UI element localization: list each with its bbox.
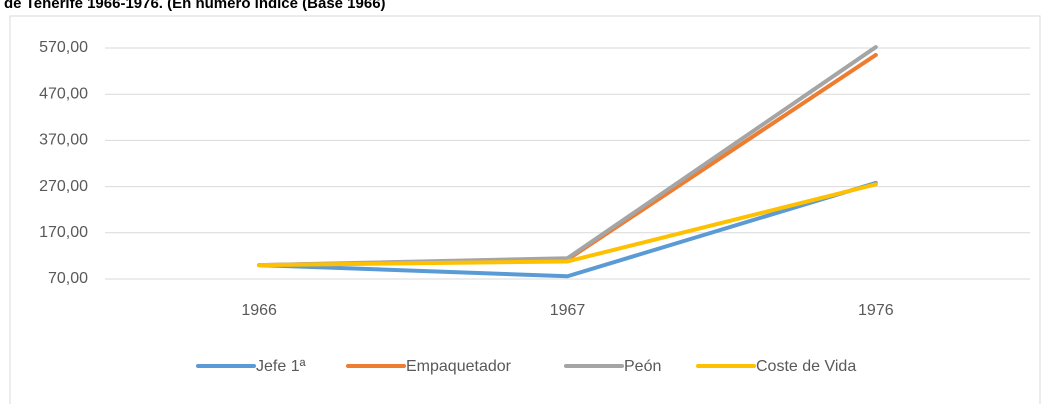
- y-tick-label: 70,00: [48, 270, 88, 287]
- series-line: [257, 182, 878, 268]
- legend-label: Coste de Vida: [756, 358, 856, 375]
- y-tick-label: 470,00: [39, 85, 88, 102]
- legend-label: Jefe 1ª: [256, 358, 306, 375]
- y-tick-label: 570,00: [39, 39, 88, 56]
- y-tick-label: 270,00: [39, 178, 88, 195]
- legend-label: Peón: [624, 358, 661, 375]
- y-tick-label: 170,00: [39, 224, 88, 241]
- chart-frame: [9, 15, 1041, 409]
- x-tick-label: 1976: [858, 302, 894, 319]
- series-line: [257, 180, 878, 279]
- legend-label: Empaquetador: [406, 358, 512, 375]
- x-tick-label: 1967: [550, 302, 586, 319]
- y-tick-label: 370,00: [39, 132, 88, 149]
- x-tick-label: 1966: [241, 302, 277, 319]
- chart-title: de Tenerife 1966-1976. (En número índice…: [4, 0, 386, 12]
